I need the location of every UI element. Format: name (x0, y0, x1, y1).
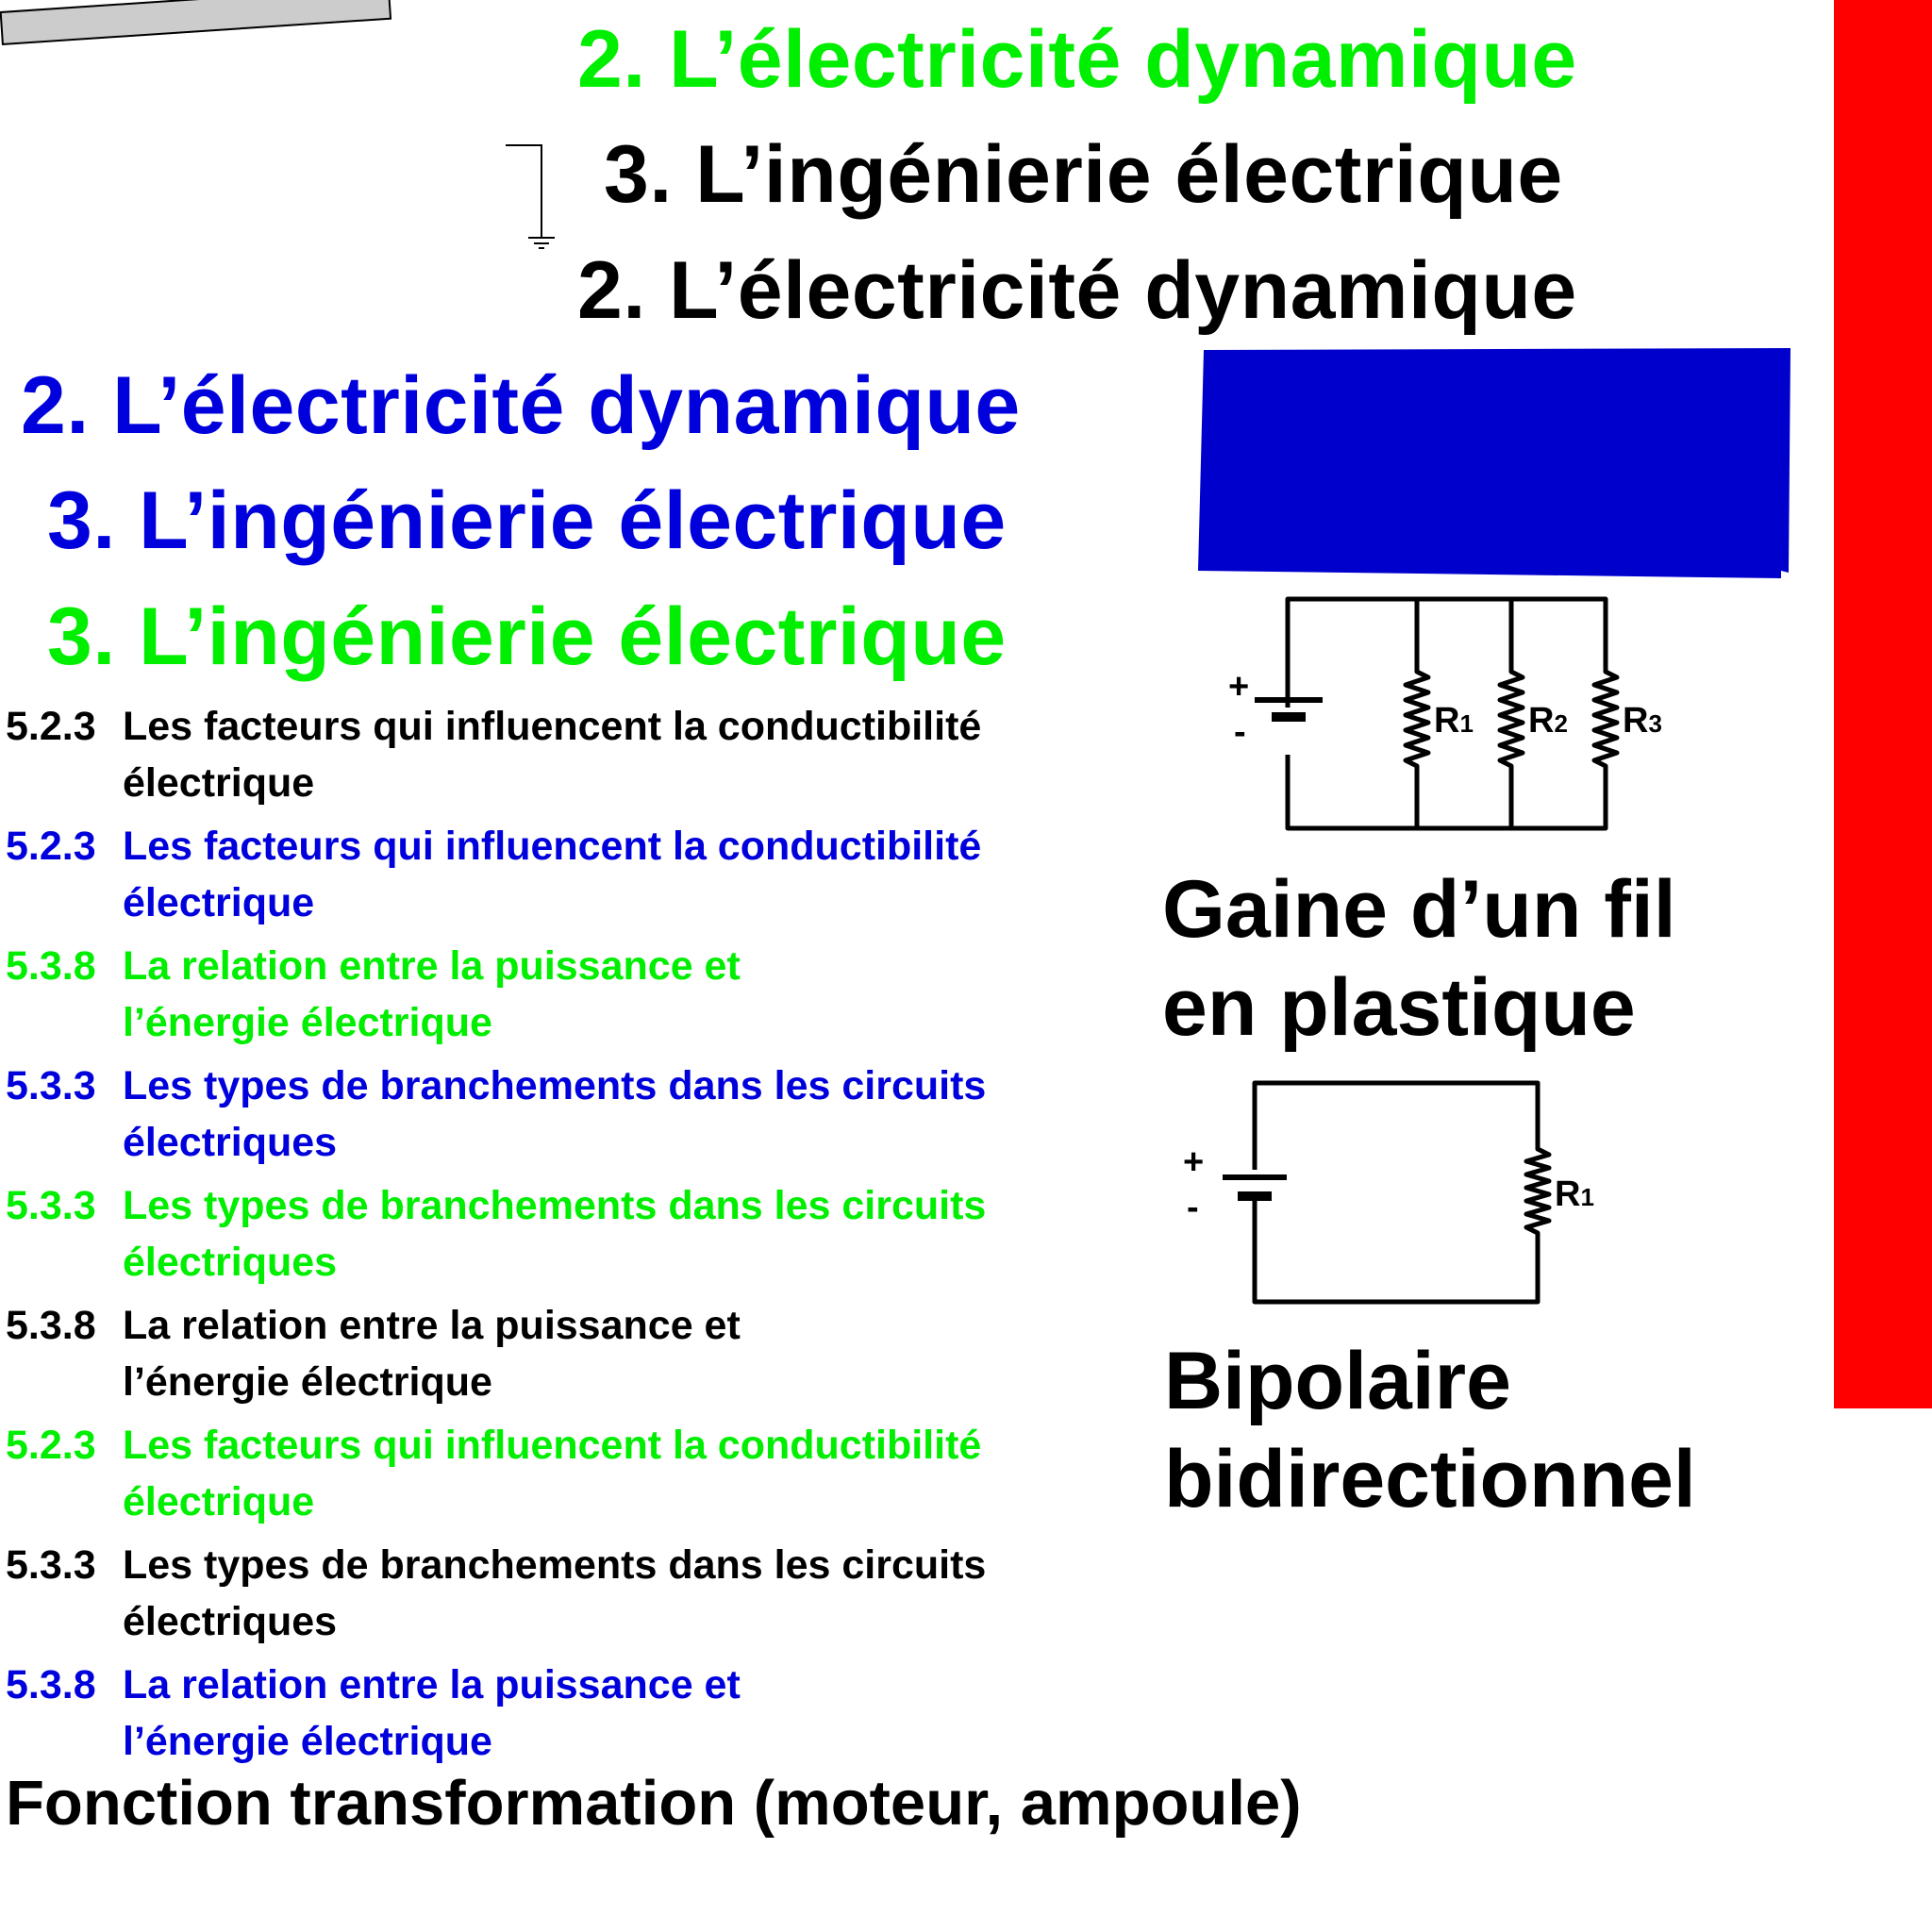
red-bar-decoration (1834, 0, 1932, 1408)
gaine-line1: Gaine d’un fil (1162, 864, 1676, 955)
item-line1: Les facteurs qui influencent la conducti… (123, 824, 982, 869)
item-line2: l’énergie électrique (123, 1000, 492, 1045)
item-line1: Les types de branchements dans les circu… (123, 1542, 987, 1588)
item-line1: La relation entre la puissance et (123, 1303, 741, 1348)
resistor-r1-label: R1 (1555, 1174, 1594, 1214)
series-circuit-diagram: + - R1 (1183, 1080, 1594, 1305)
list-item: 5.3.8 La relation entre la puissance et l… (6, 1297, 741, 1410)
item-line2: électrique (123, 880, 315, 925)
item-number: 5.2.3 (6, 704, 96, 749)
item-number: 5.2.3 (6, 1423, 96, 1468)
item-number: 5.3.3 (6, 1063, 96, 1108)
item-number: 5.3.3 (6, 1183, 96, 1228)
parallel-circuit-diagram: + - R1 R2 R3 (1228, 596, 1662, 831)
item-line2: électrique (123, 1479, 315, 1524)
item-line2: l’énergie électrique (123, 1719, 492, 1764)
bipolaire-line1: Bipolaire (1164, 1336, 1511, 1426)
resistor-r3-label: R3 (1623, 701, 1662, 741)
item-number: 5.3.3 (6, 1542, 96, 1588)
item-line1: Les types de branchements dans les circu… (123, 1063, 987, 1108)
heading-ingenierie-black: 3. L’ingénierie électrique (604, 129, 1563, 220)
item-line2: électriques (123, 1240, 338, 1285)
item-line2: électriques (123, 1599, 338, 1644)
item-number: 5.3.8 (6, 943, 96, 989)
blue-box (1198, 348, 1790, 578)
list-item: 5.2.3 Les facteurs qui influencent la con… (6, 698, 981, 811)
item-number: 5.2.3 (6, 824, 96, 869)
gray-bar-decoration (0, 0, 392, 45)
fonction-transformation-label: Fonction transformation (moteur, ampoule… (6, 1768, 1302, 1839)
battery-minus-label: - (1234, 712, 1246, 752)
item-line2: électriques (123, 1120, 338, 1165)
heading-dynamique-black: 2. L’électricité dynamique (577, 245, 1577, 336)
battery-plus-label: + (1183, 1142, 1204, 1182)
resistor-r2-label: R2 (1528, 701, 1568, 741)
bipolaire-bidirectionnel-label: Bipolaire bidirectionnel (1164, 1332, 1696, 1528)
list-item: 5.3.3 Les types de branchements dans les … (6, 1058, 986, 1171)
item-line1: Les facteurs qui influencent la conducti… (123, 704, 982, 749)
gaine-fil-plastique-label: Gaine d’un fil en plastique (1162, 860, 1676, 1057)
heading-ingenierie-blue: 3. L’ingénierie électrique (47, 475, 1007, 566)
heading-dynamique-green: 2. L’électricité dynamique (577, 14, 1577, 105)
list-item: 5.2.3 Les facteurs qui influencent la con… (6, 1417, 981, 1530)
bipolaire-line2: bidirectionnel (1164, 1434, 1696, 1524)
battery-minus-label: - (1187, 1188, 1199, 1227)
battery-plus-label: + (1228, 667, 1249, 707)
resistor-r1-label: R1 (1434, 701, 1474, 741)
list-item: 5.2.3 Les facteurs qui influencent la con… (6, 818, 981, 931)
ground-symbol-icon (506, 144, 555, 249)
heading-dynamique-blue: 2. L’électricité dynamique (21, 360, 1021, 451)
item-number: 5.3.8 (6, 1303, 96, 1348)
list-item: 5.3.3 Les types de branchements dans les … (6, 1177, 986, 1291)
list-item: 5.3.8 La relation entre la puissance et l… (6, 938, 741, 1051)
list-item: 5.3.8 La relation entre la puissance et l… (6, 1657, 741, 1770)
heading-ingenierie-green: 3. L’ingénierie électrique (47, 591, 1007, 682)
item-line2: électrique (123, 760, 315, 806)
item-line1: Les types de branchements dans les circu… (123, 1183, 987, 1228)
list-item: 5.3.3 Les types de branchements dans les … (6, 1537, 986, 1650)
item-line2: l’énergie électrique (123, 1359, 492, 1405)
item-line1: Les facteurs qui influencent la conducti… (123, 1423, 982, 1468)
gaine-line2: en plastique (1162, 962, 1636, 1053)
item-line1: La relation entre la puissance et (123, 1662, 741, 1707)
item-line1: La relation entre la puissance et (123, 943, 741, 989)
item-number: 5.3.8 (6, 1662, 96, 1707)
